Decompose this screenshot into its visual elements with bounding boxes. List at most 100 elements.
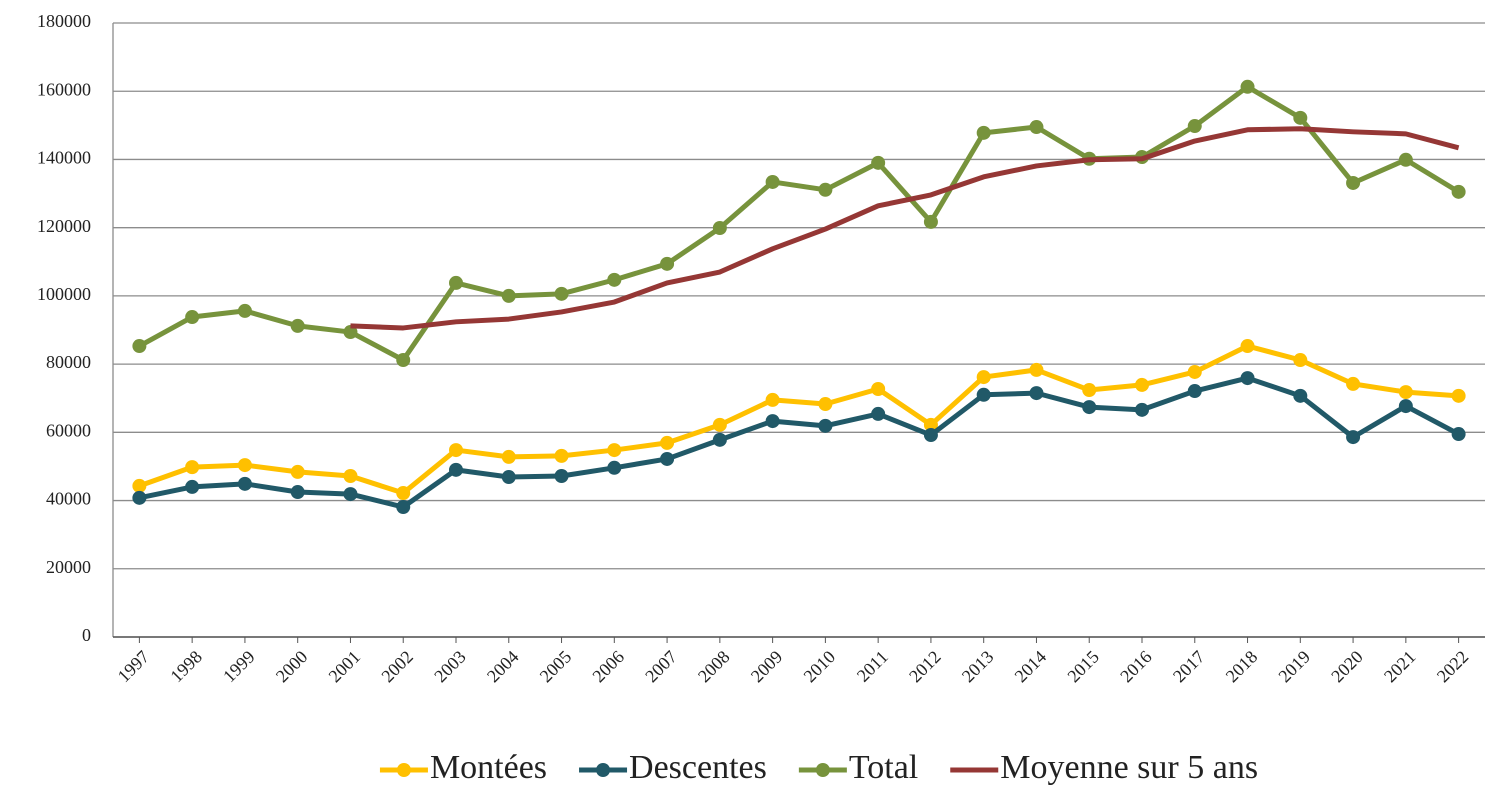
x-tick-label: 1998 xyxy=(166,647,206,687)
point xyxy=(976,387,991,402)
y-tick-label: 20000 xyxy=(46,557,91,577)
x-tick-label: 2018 xyxy=(1222,647,1262,687)
x-tick-label: 2008 xyxy=(694,647,734,687)
point xyxy=(237,303,252,318)
x-tick-label: 1999 xyxy=(219,647,259,687)
point xyxy=(449,443,463,458)
point xyxy=(1187,119,1202,134)
point xyxy=(607,460,622,475)
point xyxy=(871,155,886,170)
point xyxy=(1135,402,1149,417)
point xyxy=(818,397,833,412)
point xyxy=(449,275,463,290)
legend-marker xyxy=(396,763,411,777)
x-tick-label: 2004 xyxy=(483,647,523,687)
point xyxy=(1029,120,1044,135)
point xyxy=(185,479,200,494)
point xyxy=(449,462,463,477)
legend-label: Montées xyxy=(430,749,547,786)
point xyxy=(923,214,938,229)
point xyxy=(1293,353,1308,368)
point xyxy=(1240,79,1255,94)
x-tick-label: 2003 xyxy=(430,647,470,687)
y-tick-label: 160000 xyxy=(37,79,91,99)
point xyxy=(1082,383,1097,398)
y-tick-label: 180000 xyxy=(37,11,91,31)
x-tick-label: 2017 xyxy=(1169,647,1209,687)
point xyxy=(765,174,780,189)
legend: Montées Descentes Total Moyenne sur 5 ans xyxy=(379,749,1258,786)
point xyxy=(818,418,833,433)
point xyxy=(871,382,886,397)
x-tick-label: 2013 xyxy=(958,647,998,687)
point xyxy=(1346,430,1361,445)
point xyxy=(1187,364,1202,379)
x-tick-label: 2021 xyxy=(1380,647,1420,687)
point xyxy=(554,286,569,301)
point xyxy=(501,470,516,485)
point xyxy=(871,406,886,421)
point xyxy=(290,485,305,500)
point xyxy=(290,318,305,333)
point xyxy=(1240,339,1255,354)
point xyxy=(1398,152,1413,167)
series-line xyxy=(350,126,1460,331)
point xyxy=(765,414,780,429)
point xyxy=(185,460,200,475)
legend-marker xyxy=(596,763,611,777)
x-tick-label: 2012 xyxy=(905,647,945,687)
point xyxy=(343,468,358,483)
point xyxy=(1451,184,1466,199)
point xyxy=(607,272,622,287)
point xyxy=(1187,384,1202,399)
x-tick-label: 2005 xyxy=(536,647,576,687)
x-tick-label: 2006 xyxy=(588,647,628,687)
x-tick-label: 2007 xyxy=(641,647,681,687)
point xyxy=(1293,388,1308,403)
point xyxy=(712,417,727,432)
legend-marker xyxy=(815,763,830,777)
x-tick-label: 2011 xyxy=(853,647,892,686)
point xyxy=(976,125,991,140)
point xyxy=(660,451,675,466)
legend-label: Moyenne sur 5 ans xyxy=(1000,749,1258,786)
point xyxy=(1398,399,1413,414)
point xyxy=(185,310,200,325)
point xyxy=(396,500,411,515)
point xyxy=(765,392,780,407)
point xyxy=(290,464,305,479)
x-tick-label: 2014 xyxy=(1011,647,1051,687)
x-tick-label: 2020 xyxy=(1327,647,1367,687)
y-tick-label: 120000 xyxy=(37,216,91,236)
point xyxy=(1346,376,1361,391)
point xyxy=(237,476,252,491)
point xyxy=(343,325,358,340)
x-tick-label: 2010 xyxy=(800,647,840,687)
y-tick-label: 40000 xyxy=(46,489,91,509)
point xyxy=(1082,400,1097,415)
x-tick-label: 2009 xyxy=(747,647,787,687)
x-tick-label: 2001 xyxy=(325,647,365,687)
point xyxy=(712,432,727,447)
point xyxy=(1451,388,1466,403)
point xyxy=(132,339,147,354)
legend-label: Total xyxy=(849,749,918,786)
point xyxy=(132,490,147,505)
point xyxy=(501,449,516,464)
series-line xyxy=(138,375,1460,510)
point xyxy=(554,468,569,483)
point xyxy=(1240,371,1255,386)
point xyxy=(396,486,411,501)
point xyxy=(660,256,675,271)
point xyxy=(1346,175,1361,190)
point xyxy=(1135,377,1149,392)
x-tick-label: 2022 xyxy=(1433,647,1473,687)
point xyxy=(818,182,833,197)
y-tick-label: 140000 xyxy=(37,148,91,168)
x-tick-label: 1997 xyxy=(114,647,154,687)
y-tick-label: 60000 xyxy=(46,420,91,440)
x-tick-label: 2015 xyxy=(1063,647,1103,687)
x-tick-label: 2019 xyxy=(1274,647,1314,687)
point xyxy=(1398,385,1413,400)
x-tick-label: 2016 xyxy=(1116,647,1156,687)
